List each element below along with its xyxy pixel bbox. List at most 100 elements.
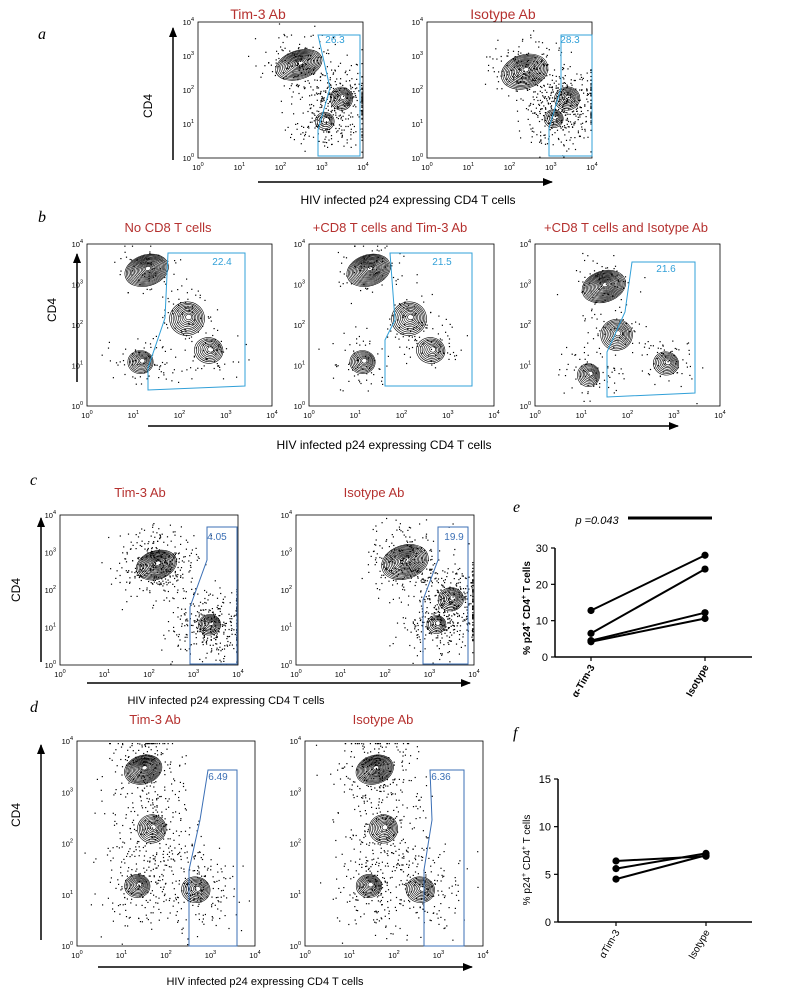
event-dot [408,335,410,338]
event-dot [562,82,564,84]
event-dot [171,661,173,663]
event-dot [376,874,378,876]
event-dot [180,543,182,545]
event-dot [422,537,424,539]
event-dot [648,374,651,376]
event-dot [176,591,179,594]
event-dot [348,363,350,365]
event-dot [361,118,363,120]
event-dot [438,923,440,925]
event-dot [224,629,226,631]
event-dot [202,637,204,639]
event-dot [418,322,420,324]
contour-ring [142,264,154,274]
contour-ring [426,615,447,634]
event-dot [573,110,575,112]
event-dot [579,99,581,101]
event-dot [192,870,194,872]
event-dot [180,831,182,833]
event-dot [396,622,399,624]
event-dot [134,349,137,351]
event-dot [371,250,373,252]
x-tick-exponent: 0 [312,410,315,416]
x-tick-label: 100 [71,950,82,960]
event-dot [652,345,654,347]
contour-ring [428,616,446,633]
event-dot [408,779,410,782]
event-dot [659,375,661,378]
event-dot [595,327,598,329]
event-dot [300,133,302,135]
event-dot [156,582,158,584]
y-tick-label: 103 [412,51,423,61]
event-dot [200,613,202,615]
event-dot [361,101,363,103]
event-dot [280,46,282,48]
event-dot [302,112,304,114]
event-dot [414,884,416,886]
event-dot [90,904,92,906]
event-dot [472,598,474,600]
event-dot [386,823,388,825]
event-dot [159,847,161,849]
event-dot [126,581,128,583]
event-dot [553,69,556,71]
event-dot [337,65,340,67]
y-tick-exponent: 2 [70,839,73,845]
event-dot [365,813,367,815]
event-dot [546,143,549,145]
event-dot [404,302,406,304]
event-dot [139,588,141,590]
event-dot [186,884,188,886]
event-dot [191,378,193,380]
event-dot [159,339,161,341]
event-dot [433,613,435,615]
event-dot [150,550,153,552]
event-dot [143,347,145,349]
event-dot [523,70,525,72]
event-dot [349,69,351,71]
event-dot [181,370,183,372]
event-dot [587,354,589,356]
event-dot [599,386,601,388]
event-dot [365,797,367,799]
event-dot [618,373,620,375]
event-dot [450,625,452,627]
event-dot [566,98,568,100]
event-dot [138,917,140,920]
event-dot [198,605,200,607]
event-dot [149,785,151,787]
event-dot [359,788,361,790]
event-dot [398,884,401,886]
event-dot [547,96,550,98]
event-dot [472,564,474,566]
event-dot [443,870,445,872]
event-dot [392,276,395,279]
event-dot [338,115,340,117]
event-dot [421,295,423,297]
event-dot [350,743,353,745]
event-dot [333,124,335,126]
event-dot [443,896,446,899]
event-dot [151,822,153,824]
event-dot [188,834,190,836]
event-dot [159,268,162,270]
event-dot [144,778,146,781]
event-dot [210,620,212,623]
event-dot [434,572,436,574]
event-dot [374,559,377,561]
contour-ring [198,614,221,636]
event-dot [381,918,383,920]
event-dot [310,86,312,88]
event-dot [216,649,218,651]
event-dot [562,88,564,91]
event-dot [472,567,474,569]
event-dot [130,548,132,550]
event-dot [317,87,320,89]
event-dot [332,343,334,345]
event-dot [206,652,208,654]
event-dot [315,744,318,746]
event-dot [379,844,381,846]
event-dot [163,281,165,283]
event-dot [206,351,208,353]
